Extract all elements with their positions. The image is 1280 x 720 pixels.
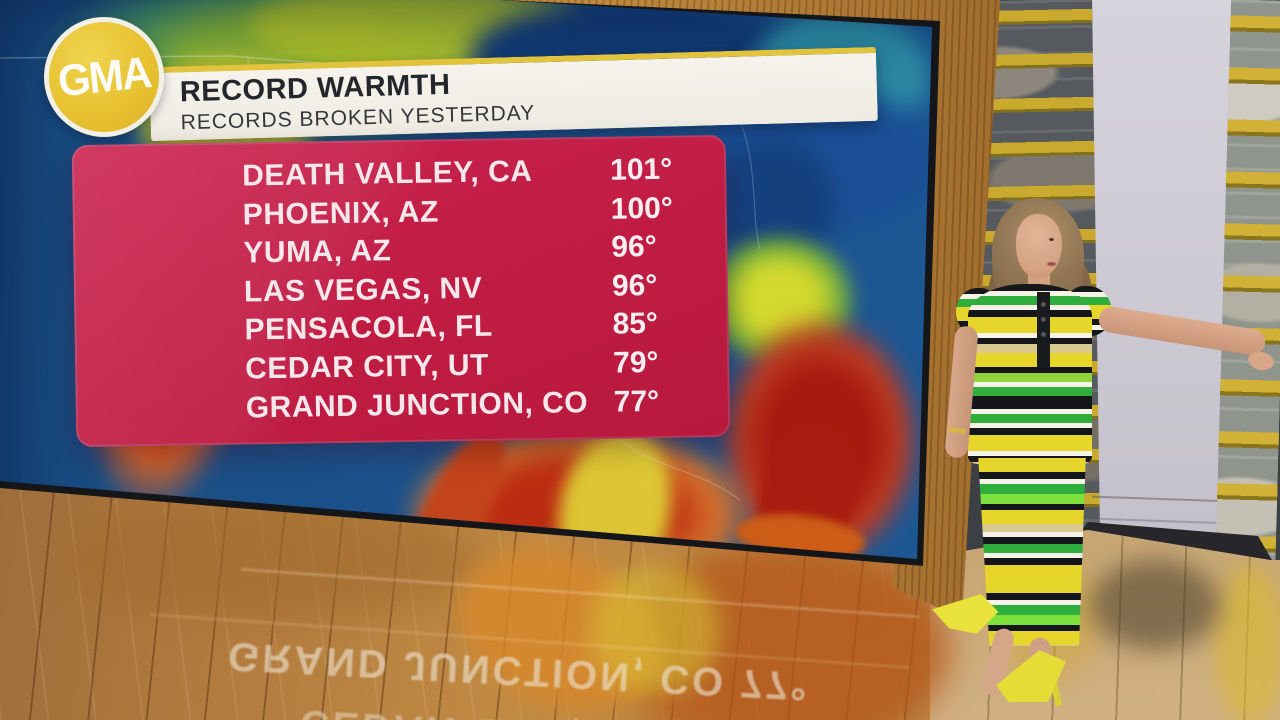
record-city: DEATH VALLEY, CA: [241, 154, 533, 193]
record-row: GRAND JUNCTION, CO 77°: [246, 384, 709, 430]
record-temperature: 79°: [612, 345, 659, 380]
map-reflection-yellow: [590, 565, 720, 695]
records-list: DEATH VALLEY, CA 101° PHOENIX, AZ 100° Y…: [242, 152, 708, 429]
gma-logo: GMA: [44, 17, 164, 137]
record-city: LAS VEGAS, NV: [243, 271, 483, 309]
records-panel: DEATH VALLEY, CA 101° PHOENIX, AZ 100° Y…: [71, 134, 731, 448]
record-city: GRAND JUNCTION, CO: [245, 385, 589, 425]
pillar-reflection-dark: [1090, 560, 1220, 650]
window-reflection-yellow: [1000, 560, 1100, 680]
window-reflection-yellow: [1215, 565, 1280, 720]
record-temperature: 96°: [611, 230, 657, 264]
record-temperature: 100°: [610, 191, 674, 226]
record-temperature: 101°: [609, 152, 673, 187]
record-temperature: 77°: [613, 384, 660, 419]
record-city: CEDAR CITY, UT: [244, 348, 490, 386]
record-temperature: 96°: [611, 268, 658, 303]
gma-logo-text: GMA: [55, 47, 153, 106]
record-temperature: 85°: [612, 307, 659, 342]
record-city: YUMA, AZ: [243, 234, 392, 270]
record-city: PHOENIX, AZ: [242, 194, 440, 232]
record-city: PENSACOLA, FL: [244, 309, 493, 347]
